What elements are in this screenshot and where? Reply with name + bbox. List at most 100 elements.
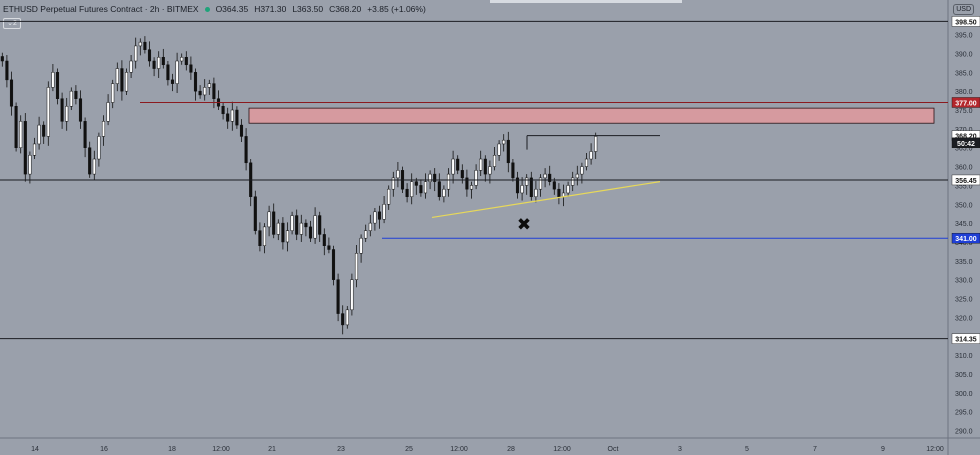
ascending-trendline[interactable] (431, 181, 661, 219)
resistance-zone[interactable] (248, 107, 935, 124)
candle-body[interactable] (258, 230, 262, 246)
candle-body[interactable] (115, 68, 119, 84)
candle-body[interactable] (327, 245, 331, 250)
candle-body[interactable] (42, 124, 46, 137)
candle-body[interactable] (88, 147, 92, 175)
candle-body[interactable] (571, 177, 575, 186)
candle-body[interactable] (83, 121, 87, 148)
candle-body[interactable] (9, 79, 14, 107)
candle-body[interactable] (506, 139, 510, 164)
candle-body[interactable] (437, 181, 441, 197)
candle-body[interactable] (350, 279, 354, 311)
candle-body[interactable] (78, 98, 83, 122)
candle-body[interactable] (14, 105, 18, 148)
candle-body[interactable] (525, 177, 529, 186)
candle-body[interactable] (410, 181, 414, 197)
candle-body[interactable] (423, 181, 428, 194)
candle-body[interactable] (336, 279, 340, 314)
candle-body[interactable] (175, 60, 179, 84)
candle-body[interactable] (272, 211, 276, 235)
candle-body[interactable] (511, 162, 515, 179)
candle-body[interactable] (534, 188, 538, 197)
candle-body[interactable] (502, 139, 506, 145)
candle-body[interactable] (345, 309, 349, 326)
candle-body[interactable] (304, 222, 308, 228)
indicator-toggle-button[interactable]: ⌄2 (3, 18, 21, 29)
candle-body[interactable] (451, 158, 455, 175)
candle-body[interactable] (23, 121, 27, 175)
candle-body[interactable] (318, 215, 322, 235)
candle-body[interactable] (106, 102, 110, 122)
candle-body[interactable] (308, 226, 313, 239)
candle-body[interactable] (124, 72, 129, 92)
candle-body[interactable] (456, 158, 460, 171)
candle-body[interactable] (479, 158, 483, 171)
candle-body[interactable] (69, 90, 73, 107)
candle-body[interactable] (331, 249, 336, 280)
candle-body[interactable] (483, 158, 487, 175)
candle-body[interactable] (428, 173, 432, 182)
candle-body[interactable] (161, 56, 165, 66)
candle-body[interactable] (364, 230, 368, 239)
candle-body[interactable] (387, 188, 391, 205)
candle-body[interactable] (32, 143, 37, 156)
candle-body[interactable] (74, 90, 78, 99)
candle-body[interactable] (152, 60, 156, 69)
candle-body[interactable] (262, 226, 267, 246)
candle-body[interactable] (235, 109, 239, 126)
candle-body[interactable] (281, 222, 285, 243)
candle-body[interactable] (253, 196, 257, 231)
symbol-title[interactable]: ETHUSD Perpetual Futures Contract · 2h ·… (3, 4, 199, 14)
candle-body[interactable] (419, 185, 423, 194)
candle-body[interactable] (193, 72, 198, 92)
candle-body[interactable] (55, 72, 60, 99)
candle-body[interactable] (212, 83, 216, 99)
candle-body[interactable] (414, 181, 418, 186)
candle-body[interactable] (28, 155, 32, 175)
candle-body[interactable] (313, 215, 317, 239)
candle-body[interactable] (166, 64, 170, 81)
candle-body[interactable] (147, 49, 152, 62)
candle-body[interactable] (226, 113, 230, 122)
candle-body[interactable] (529, 177, 533, 197)
candle-body[interactable] (170, 79, 175, 84)
candle-body[interactable] (396, 170, 400, 179)
candle-body[interactable] (373, 211, 377, 224)
candle-body[interactable] (580, 166, 584, 175)
candle-body[interactable] (97, 136, 101, 160)
candle-body[interactable] (129, 60, 133, 73)
candle-body[interactable] (276, 222, 280, 235)
candle-body[interactable] (92, 158, 96, 175)
candle-body[interactable] (19, 121, 23, 148)
candle-body[interactable] (0, 56, 4, 62)
candle-body[interactable] (474, 170, 478, 186)
candle-body[interactable] (538, 177, 543, 190)
candle-body[interactable] (446, 173, 451, 190)
candle-body[interactable] (520, 185, 524, 194)
candle-body[interactable] (368, 222, 372, 231)
candle-body[interactable] (157, 56, 161, 69)
candle-body[interactable] (138, 41, 142, 47)
candle-body[interactable] (180, 56, 184, 62)
candle-body[interactable] (267, 211, 271, 228)
candle-body[interactable] (433, 173, 437, 182)
candle-body[interactable] (239, 124, 244, 137)
candle-body[interactable] (359, 237, 363, 254)
candle-body[interactable] (221, 105, 225, 115)
candle-body[interactable] (594, 136, 598, 152)
candle-body[interactable] (134, 45, 138, 62)
candle-body[interactable] (391, 177, 395, 190)
candle-body[interactable] (198, 90, 202, 96)
candle-body[interactable] (184, 56, 188, 66)
candle-body[interactable] (120, 68, 124, 92)
candle-body[interactable] (203, 87, 207, 96)
candle-body[interactable] (101, 121, 106, 137)
candle-body[interactable] (460, 170, 464, 179)
candle-body[interactable] (322, 234, 326, 246)
candle-body[interactable] (405, 188, 409, 197)
candle-body[interactable] (575, 173, 579, 179)
candle-body[interactable] (46, 87, 50, 137)
candle-body[interactable] (354, 253, 359, 280)
candle-body[interactable] (295, 215, 299, 235)
